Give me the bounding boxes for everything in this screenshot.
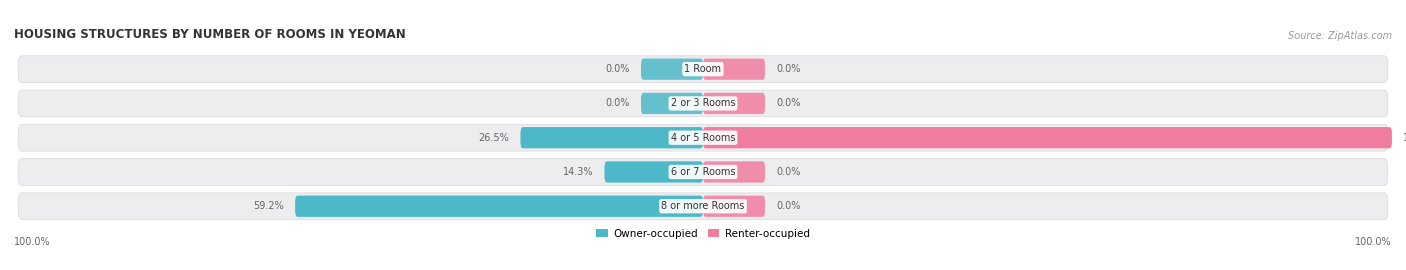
FancyBboxPatch shape (703, 195, 765, 217)
Text: 0.0%: 0.0% (606, 64, 630, 74)
Text: Source: ZipAtlas.com: Source: ZipAtlas.com (1288, 32, 1392, 42)
Text: 0.0%: 0.0% (776, 201, 800, 211)
Text: 1 Room: 1 Room (685, 64, 721, 74)
Legend: Owner-occupied, Renter-occupied: Owner-occupied, Renter-occupied (592, 225, 814, 243)
FancyBboxPatch shape (703, 127, 1392, 148)
Text: 26.5%: 26.5% (478, 133, 509, 143)
Text: HOUSING STRUCTURES BY NUMBER OF ROOMS IN YEOMAN: HOUSING STRUCTURES BY NUMBER OF ROOMS IN… (14, 28, 406, 42)
Text: 0.0%: 0.0% (776, 64, 800, 74)
FancyBboxPatch shape (18, 56, 1388, 83)
Text: 100.0%: 100.0% (14, 238, 51, 248)
Text: 2 or 3 Rooms: 2 or 3 Rooms (671, 99, 735, 109)
Text: 100.0%: 100.0% (1355, 238, 1392, 248)
Text: 6 or 7 Rooms: 6 or 7 Rooms (671, 167, 735, 177)
Text: 0.0%: 0.0% (606, 99, 630, 109)
FancyBboxPatch shape (520, 127, 703, 148)
Text: 0.0%: 0.0% (776, 167, 800, 177)
FancyBboxPatch shape (18, 193, 1388, 220)
FancyBboxPatch shape (641, 93, 703, 114)
Text: 8 or more Rooms: 8 or more Rooms (661, 201, 745, 211)
FancyBboxPatch shape (18, 124, 1388, 151)
FancyBboxPatch shape (703, 93, 765, 114)
Text: 0.0%: 0.0% (776, 99, 800, 109)
Text: 4 or 5 Rooms: 4 or 5 Rooms (671, 133, 735, 143)
Text: 59.2%: 59.2% (253, 201, 284, 211)
FancyBboxPatch shape (18, 158, 1388, 185)
FancyBboxPatch shape (605, 161, 703, 183)
FancyBboxPatch shape (18, 90, 1388, 117)
FancyBboxPatch shape (703, 59, 765, 80)
Text: 100.0%: 100.0% (1403, 133, 1406, 143)
FancyBboxPatch shape (641, 59, 703, 80)
Text: 14.3%: 14.3% (562, 167, 593, 177)
FancyBboxPatch shape (295, 195, 703, 217)
FancyBboxPatch shape (703, 161, 765, 183)
